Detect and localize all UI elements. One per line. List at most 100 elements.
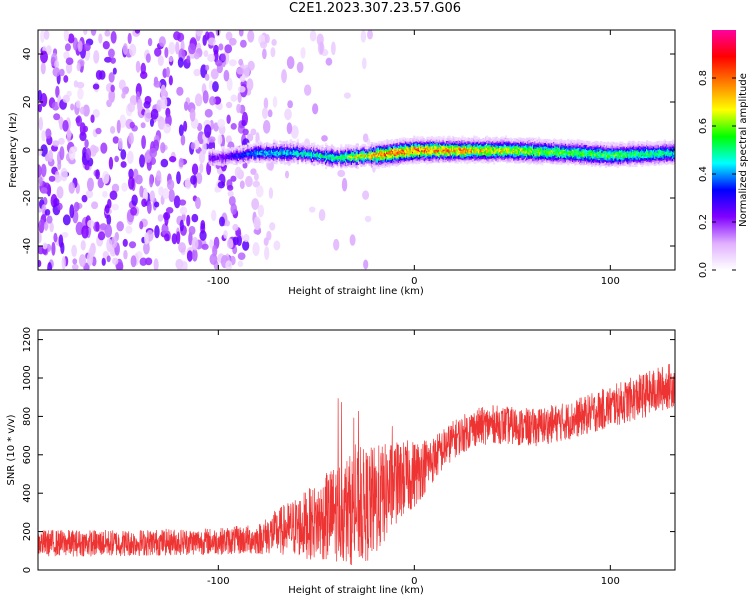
heatmap-cell xyxy=(464,149,468,153)
heatmap-cell xyxy=(466,148,469,151)
heatmap-cell xyxy=(293,159,296,163)
heatmap-cell xyxy=(217,152,221,155)
heatmap-cell xyxy=(413,137,416,141)
heatmap-cell xyxy=(406,148,409,152)
heatmap-cell xyxy=(359,153,362,157)
heatmap-cell xyxy=(377,161,381,165)
heatmap-cell xyxy=(493,156,496,160)
heatmap-cell xyxy=(483,142,486,146)
heatmap-cell xyxy=(323,162,326,165)
heatmap-cell xyxy=(376,146,379,150)
heatmap-cell xyxy=(435,150,438,153)
heatmap-cell xyxy=(450,157,453,161)
heatmap-cell xyxy=(252,156,255,160)
heatmap-cell xyxy=(210,152,214,156)
heatmap-cell xyxy=(315,145,318,148)
heatmap-cell xyxy=(481,141,484,145)
heatmap-cell xyxy=(496,148,499,152)
heatmap-cell xyxy=(401,160,404,163)
heatmap-cell xyxy=(326,150,329,153)
heatmap-cell xyxy=(130,207,138,216)
heatmap-cell xyxy=(101,171,110,185)
heatmap-cell xyxy=(314,148,317,151)
heatmap-cell xyxy=(306,159,309,163)
heatmap-cell xyxy=(416,158,419,161)
heatmap-cell xyxy=(484,136,488,140)
heatmap-cell xyxy=(480,149,483,152)
heatmap-cell xyxy=(131,194,138,206)
heatmap-cell xyxy=(401,139,404,142)
heatmap-cell xyxy=(260,145,263,148)
heatmap-cell xyxy=(420,151,423,154)
heatmap-cell xyxy=(58,117,64,125)
heatmap-cell xyxy=(468,153,471,156)
heatmap-cell xyxy=(304,145,308,149)
heatmap-cell xyxy=(280,155,283,159)
heatmap-cell xyxy=(484,160,488,163)
heatmap-cell xyxy=(321,163,324,167)
heatmap-cell xyxy=(296,147,299,150)
heatmap-cell xyxy=(427,143,430,146)
heatmap-cell xyxy=(396,159,399,163)
heatmap-cell xyxy=(126,150,134,164)
heatmap-cell xyxy=(383,156,386,160)
heatmap-cell xyxy=(168,189,175,203)
heatmap-cell xyxy=(222,152,225,155)
heatmap-cell xyxy=(475,150,478,154)
heatmap-cell xyxy=(467,147,470,150)
heatmap-cell xyxy=(320,149,323,152)
heatmap-cell xyxy=(349,155,352,158)
heatmap-cell xyxy=(409,154,412,157)
heatmap-cell xyxy=(482,148,485,152)
heatmap-cell xyxy=(381,161,384,164)
heatmap-cell xyxy=(205,64,210,71)
heatmap-cell xyxy=(437,146,441,150)
heatmap-cell xyxy=(310,159,314,163)
heatmap-cell xyxy=(433,145,436,148)
heatmap-cell xyxy=(288,152,291,156)
heatmap-cell xyxy=(468,138,471,142)
heatmap-cell xyxy=(368,161,371,165)
heatmap-cell xyxy=(436,159,439,162)
heatmap-cell xyxy=(217,150,221,154)
heatmap-cell xyxy=(263,97,269,110)
heatmap-cell xyxy=(354,147,357,150)
heatmap-cell xyxy=(449,140,452,143)
heatmap-cell xyxy=(373,149,376,152)
heatmap-cell xyxy=(493,149,496,153)
heatmap-cell xyxy=(487,140,490,143)
heatmap-cell xyxy=(286,156,289,160)
heatmap-cell xyxy=(112,136,119,144)
heatmap-cell xyxy=(360,157,363,160)
heatmap-cell xyxy=(237,157,241,161)
heatmap-cell xyxy=(188,43,196,55)
heatmap-cell xyxy=(446,147,449,150)
heatmap-cell xyxy=(484,151,488,154)
heatmap-cell xyxy=(255,185,264,198)
heatmap-cell xyxy=(443,148,446,151)
heatmap-cell xyxy=(222,161,225,165)
heatmap-cell xyxy=(244,159,248,163)
heatmap-cell xyxy=(462,152,465,155)
heatmap-cell xyxy=(376,162,379,165)
heatmap-cell xyxy=(61,256,66,270)
heatmap-cell xyxy=(253,150,256,154)
heatmap-cell xyxy=(384,149,388,153)
heatmap-cell xyxy=(112,257,119,265)
heatmap-cell xyxy=(400,149,403,153)
heatmap-cell xyxy=(406,152,409,156)
heatmap-cell xyxy=(408,152,411,155)
heatmap-cell xyxy=(471,152,475,155)
heatmap-cell xyxy=(99,223,107,231)
heatmap-cell xyxy=(355,150,358,154)
heatmap-cell xyxy=(200,219,206,230)
heatmap-cell xyxy=(228,150,231,154)
heatmap-cell xyxy=(307,146,310,149)
heatmap-cell xyxy=(317,151,321,155)
heatmap-cell xyxy=(62,120,69,132)
heatmap-cell xyxy=(227,156,230,159)
heatmap-cell xyxy=(487,161,490,165)
heatmap-cell xyxy=(177,57,184,68)
heatmap-cell xyxy=(390,145,393,149)
heatmap-cell xyxy=(482,138,485,142)
